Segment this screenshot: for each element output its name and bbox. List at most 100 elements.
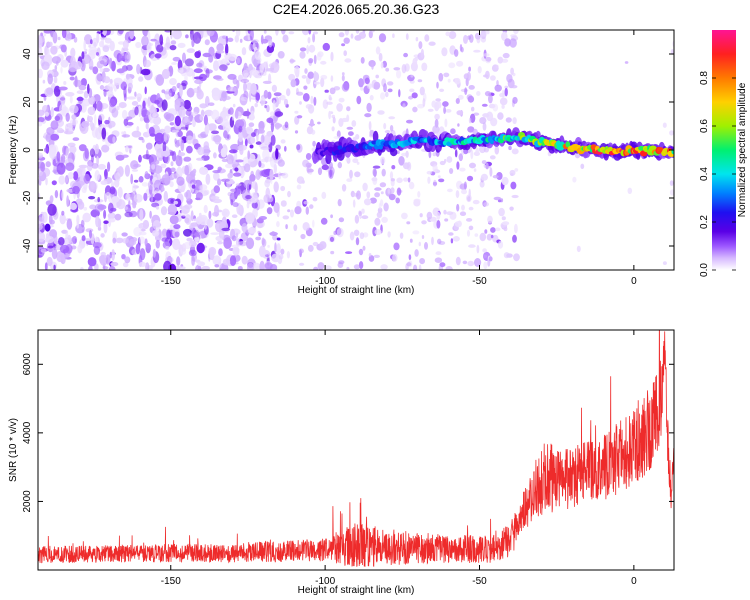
noise-speckle <box>353 264 360 270</box>
noise-speckle <box>412 106 418 113</box>
noise-speckle <box>124 51 131 63</box>
noise-speckle <box>374 217 381 226</box>
noise-speckle <box>69 76 75 81</box>
noise-speckle <box>83 173 91 184</box>
noise-speckle <box>116 105 120 111</box>
noise-speckle <box>468 225 474 231</box>
noise-speckle <box>374 229 382 235</box>
noise-speckle <box>121 254 126 260</box>
noise-speckle <box>261 169 271 178</box>
noise-speckle <box>121 134 131 138</box>
noise-speckle <box>111 196 120 203</box>
noise-speckle <box>250 83 257 95</box>
noise-speckle <box>576 245 581 253</box>
noise-speckle <box>170 199 174 204</box>
noise-speckle <box>160 206 168 216</box>
noise-speckle <box>162 228 168 237</box>
noise-speckle <box>90 180 95 190</box>
noise-speckle <box>303 85 308 90</box>
noise-speckle <box>38 68 43 79</box>
noise-speckle <box>321 164 329 171</box>
noise-speckle <box>199 114 204 121</box>
noise-speckle <box>301 180 305 184</box>
noise-speckle <box>418 241 421 247</box>
noise-speckle <box>669 189 674 196</box>
noise-speckle <box>428 150 432 159</box>
noise-speckle <box>87 257 97 267</box>
noise-speckle <box>289 58 294 64</box>
noise-speckle <box>69 118 79 126</box>
noise-speckle <box>420 48 424 59</box>
noise-speckle <box>227 37 234 42</box>
noise-speckle <box>305 104 313 109</box>
noise-speckle <box>312 140 316 147</box>
noise-speckle <box>51 247 58 260</box>
noise-speckle <box>504 38 511 47</box>
noise-speckle <box>174 231 180 238</box>
noise-speckle <box>344 58 352 63</box>
noise-speckle <box>346 126 354 130</box>
noise-speckle <box>191 184 196 189</box>
noise-speckle <box>150 104 154 114</box>
noise-speckle <box>669 130 674 136</box>
noise-speckle <box>483 202 489 207</box>
noise-speckle <box>65 229 69 242</box>
noise-speckle <box>485 30 490 35</box>
noise-speckle <box>223 60 230 65</box>
noise-speckle <box>390 178 395 182</box>
noise-speckle <box>264 262 273 270</box>
noise-speckle <box>87 106 96 116</box>
noise-speckle <box>49 133 60 141</box>
noise-speckle <box>669 180 674 186</box>
noise-speckle <box>387 231 391 238</box>
noise-speckle <box>302 30 310 36</box>
noise-speckle <box>255 141 262 145</box>
noise-speckle <box>313 54 317 65</box>
noise-speckle <box>52 161 57 166</box>
noise-speckle <box>144 238 148 247</box>
noise-speckle <box>183 228 192 237</box>
noise-speckle <box>38 177 42 186</box>
noise-speckle <box>213 60 219 72</box>
noise-speckle <box>58 175 66 185</box>
noise-speckle <box>223 237 232 249</box>
noise-speckle <box>66 195 69 208</box>
noise-speckle <box>469 162 476 169</box>
noise-speckle <box>186 48 195 54</box>
noise-speckle <box>419 258 425 265</box>
noise-speckle <box>390 187 395 194</box>
noise-speckle <box>68 64 78 73</box>
noise-speckle <box>126 96 137 100</box>
noise-speckle <box>232 77 238 85</box>
noise-speckle <box>76 96 84 102</box>
noise-speckle <box>211 130 219 135</box>
noise-speckle <box>246 202 250 209</box>
noise-speckle <box>287 209 291 213</box>
noise-speckle <box>258 120 265 132</box>
noise-speckle <box>328 94 332 101</box>
noise-speckle <box>174 115 181 127</box>
noise-speckle <box>312 31 319 35</box>
noise-speckle <box>332 117 336 124</box>
noise-speckle <box>501 104 505 109</box>
noise-speckle <box>125 73 130 80</box>
noise-speckle <box>302 222 310 231</box>
noise-speckle <box>57 36 61 41</box>
noise-speckle <box>431 100 437 108</box>
noise-speckle <box>424 242 428 250</box>
noise-speckle <box>427 108 434 112</box>
noise-speckle <box>338 97 345 103</box>
noise-speckle <box>96 100 103 112</box>
noise-speckle <box>70 47 76 58</box>
noise-speckle <box>79 122 89 134</box>
noise-speckle <box>163 131 167 143</box>
noise-speckle <box>482 122 487 131</box>
noise-speckle <box>109 57 113 69</box>
noise-speckle <box>284 121 289 129</box>
noise-speckle <box>356 190 361 200</box>
noise-speckle <box>474 32 481 40</box>
noise-speckle <box>59 244 70 254</box>
noise-speckle <box>156 148 165 159</box>
noise-speckle <box>38 192 41 202</box>
noise-speckle <box>169 181 174 188</box>
